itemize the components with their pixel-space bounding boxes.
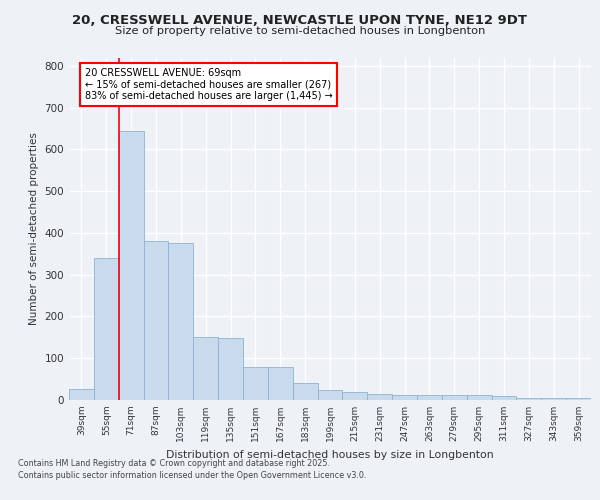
Bar: [566, 398, 591, 400]
Bar: [218, 338, 243, 400]
Bar: [517, 398, 541, 400]
Bar: [243, 366, 268, 400]
Bar: [169, 244, 193, 400]
Bar: [541, 398, 566, 400]
Bar: [293, 384, 317, 400]
Bar: [442, 396, 467, 400]
Bar: [193, 338, 218, 400]
Text: 20, CRESSWELL AVENUE, NEWCASTLE UPON TYNE, NE12 9DT: 20, CRESSWELL AVENUE, NEWCASTLE UPON TYN…: [73, 14, 527, 27]
Bar: [392, 394, 417, 400]
Text: 20 CRESSWELL AVENUE: 69sqm
← 15% of semi-detached houses are smaller (267)
83% o: 20 CRESSWELL AVENUE: 69sqm ← 15% of semi…: [85, 68, 332, 101]
Bar: [94, 258, 119, 400]
Bar: [367, 394, 392, 400]
Text: Size of property relative to semi-detached houses in Longbenton: Size of property relative to semi-detach…: [115, 26, 485, 36]
Bar: [69, 388, 94, 400]
Bar: [491, 396, 517, 400]
Bar: [143, 242, 169, 400]
Text: Contains HM Land Registry data © Crown copyright and database right 2025.: Contains HM Land Registry data © Crown c…: [18, 458, 330, 468]
Bar: [268, 368, 293, 400]
Bar: [343, 392, 367, 400]
Bar: [417, 395, 442, 400]
Bar: [119, 130, 143, 400]
Bar: [467, 396, 491, 400]
X-axis label: Distribution of semi-detached houses by size in Longbenton: Distribution of semi-detached houses by …: [166, 450, 494, 460]
Text: Contains public sector information licensed under the Open Government Licence v3: Contains public sector information licen…: [18, 471, 367, 480]
Y-axis label: Number of semi-detached properties: Number of semi-detached properties: [29, 132, 39, 325]
Bar: [317, 390, 343, 400]
